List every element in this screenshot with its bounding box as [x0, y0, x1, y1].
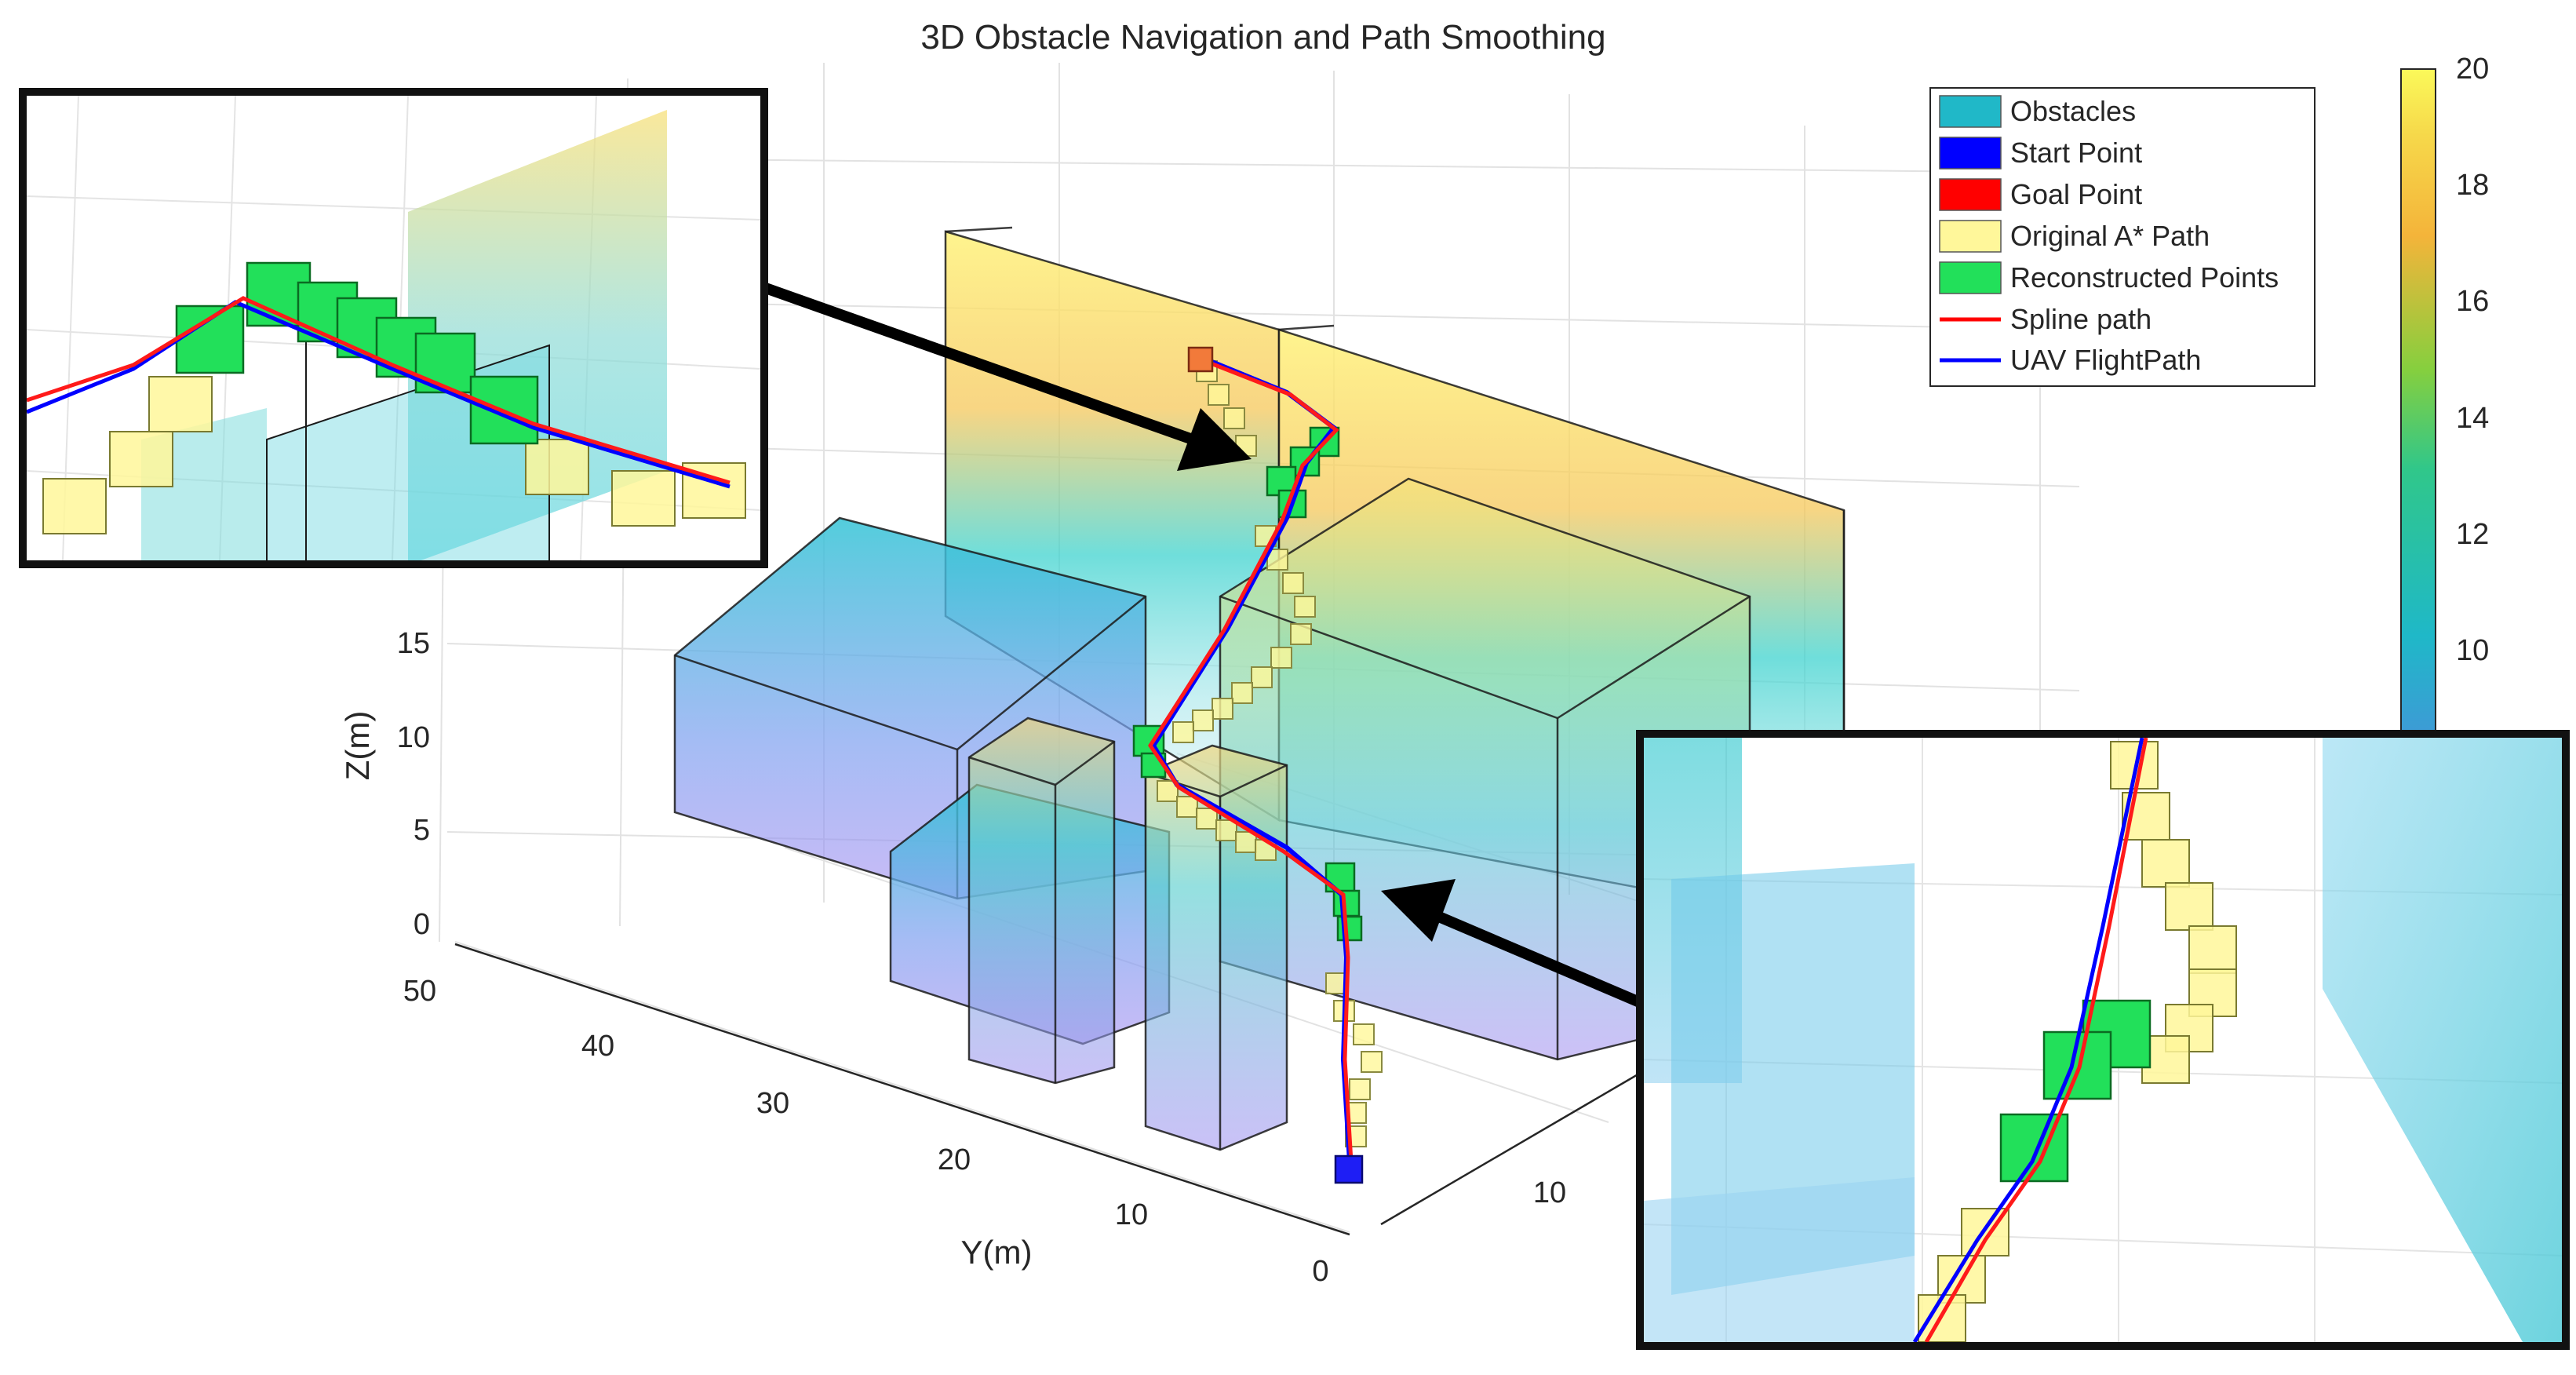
start-point	[1334, 1154, 1364, 1184]
astar-cell	[1349, 1078, 1371, 1100]
y-tick-label: 40	[581, 1030, 614, 1063]
arrow-top-inset	[759, 281, 1195, 445]
astar-cell	[1208, 384, 1230, 406]
astar-cell	[1282, 572, 1304, 594]
astar-cell	[1270, 647, 1292, 669]
y-axis-label: Y(m)	[961, 1234, 1033, 1271]
chart-title: 3D Obstacle Navigation and Path Smoothin…	[920, 18, 1605, 57]
z-tick-label: 15	[397, 627, 430, 660]
legend-label-reconstructed: Reconstructed Points	[2010, 261, 2279, 294]
arrow-top-inset-head	[1177, 408, 1252, 471]
colorbar-tick-label: 12	[2456, 518, 2489, 551]
legend-swatch-obstacles	[1939, 95, 2002, 128]
astar-cell	[1251, 666, 1273, 688]
y-tick-label: 0	[1312, 1255, 1328, 1288]
legend-swatch-start	[1939, 137, 2002, 170]
inset-astar-cell	[2141, 839, 2190, 888]
astar-cell	[1172, 721, 1194, 743]
astar-cell	[1176, 796, 1198, 818]
colorbar-tick-label: 10	[2456, 634, 2489, 667]
inset-b-spline-path	[1924, 738, 2148, 1342]
inset-astar-cell	[2165, 882, 2213, 931]
astar-cell	[1223, 407, 1245, 429]
inset-astar-cell	[109, 431, 173, 487]
inset-reconstructed-point	[175, 305, 245, 374]
legend-swatch-reconstructed	[1939, 261, 2002, 294]
astar-cell	[1235, 831, 1257, 853]
astar-cell	[1290, 623, 1312, 645]
legend-label-astar: Original A* Path	[2010, 220, 2210, 252]
astar-cell	[1196, 808, 1218, 830]
spline-path	[1148, 356, 1354, 1162]
legend-swatch-goal	[1939, 178, 2002, 211]
legend-label-uav: UAV FlightPath	[2010, 344, 2201, 376]
inset-top-left	[19, 88, 768, 568]
inset-b-wall	[2323, 738, 2562, 1342]
colorbar-tick-label: 16	[2456, 285, 2489, 318]
astar-cell	[1192, 709, 1214, 731]
arrow-bottom-inset	[1422, 905, 1666, 1018]
y-axis: 50 40 30 20 10 0 Y(m)	[403, 975, 1329, 1288]
inset-astar-cell	[525, 439, 589, 495]
astar-cell	[1215, 819, 1237, 841]
inset-astar-cell	[2188, 925, 2237, 974]
z-tick-label: 0	[414, 908, 430, 941]
colorbar-tick-label: 14	[2456, 402, 2489, 435]
arrow-bottom-inset-head	[1381, 879, 1456, 942]
legend-label-start: Start Point	[2010, 137, 2142, 169]
obstacle-pillar-1	[967, 717, 1116, 1085]
astar-path	[1157, 360, 1383, 1147]
inset-b-block-front	[1644, 1177, 1915, 1342]
inset-astar-cell	[148, 376, 213, 432]
y-tick-label: 10	[1115, 1198, 1148, 1231]
legend: Obstacles Start Point Goal Point Origina…	[1929, 87, 2315, 387]
x-tick-label: 10	[1533, 1176, 1566, 1209]
y-tick-label: 20	[938, 1143, 971, 1176]
z-axis-label: Z(m)	[339, 711, 376, 781]
astar-cell	[1353, 1023, 1375, 1045]
z-tick-label: 10	[397, 721, 430, 754]
inset-bottom-right	[1636, 730, 2570, 1350]
inset-a-spline-path	[27, 296, 731, 485]
goal-point	[1187, 346, 1214, 373]
legend-label-obstacles: Obstacles	[2010, 95, 2136, 127]
astar-cell	[1361, 1051, 1383, 1073]
inset-a-uav-path	[27, 300, 731, 489]
astar-cell	[1157, 780, 1179, 802]
z-tick-label: 5	[414, 814, 430, 847]
y-tick-label: 50	[403, 975, 436, 1008]
astar-cell	[1294, 596, 1316, 618]
zoom-arrows	[759, 281, 1666, 1018]
colorbar-tick-label: 20	[2456, 53, 2489, 86]
colorbar-gradient	[2400, 68, 2436, 737]
y-tick-label: 30	[756, 1087, 789, 1120]
inset-astar-cell	[42, 478, 107, 534]
z-axis: 0 5 10 15 Z(m)	[339, 627, 430, 941]
inset-astar-cell	[611, 470, 676, 527]
axes-lines	[454, 943, 1664, 1236]
inset-b-uav-path	[1912, 738, 2144, 1342]
x-axis: 10	[1533, 1176, 1566, 1209]
astar-cell	[1211, 698, 1233, 720]
colorbar: 20 18 16 14 12 10	[2400, 53, 2489, 737]
astar-cell	[1231, 682, 1253, 704]
colorbar-tick-label: 18	[2456, 169, 2489, 202]
legend-swatch-astar	[1939, 220, 2002, 253]
legend-label-goal: Goal Point	[2010, 178, 2142, 210]
legend-label-spline: Spline path	[2010, 303, 2152, 335]
